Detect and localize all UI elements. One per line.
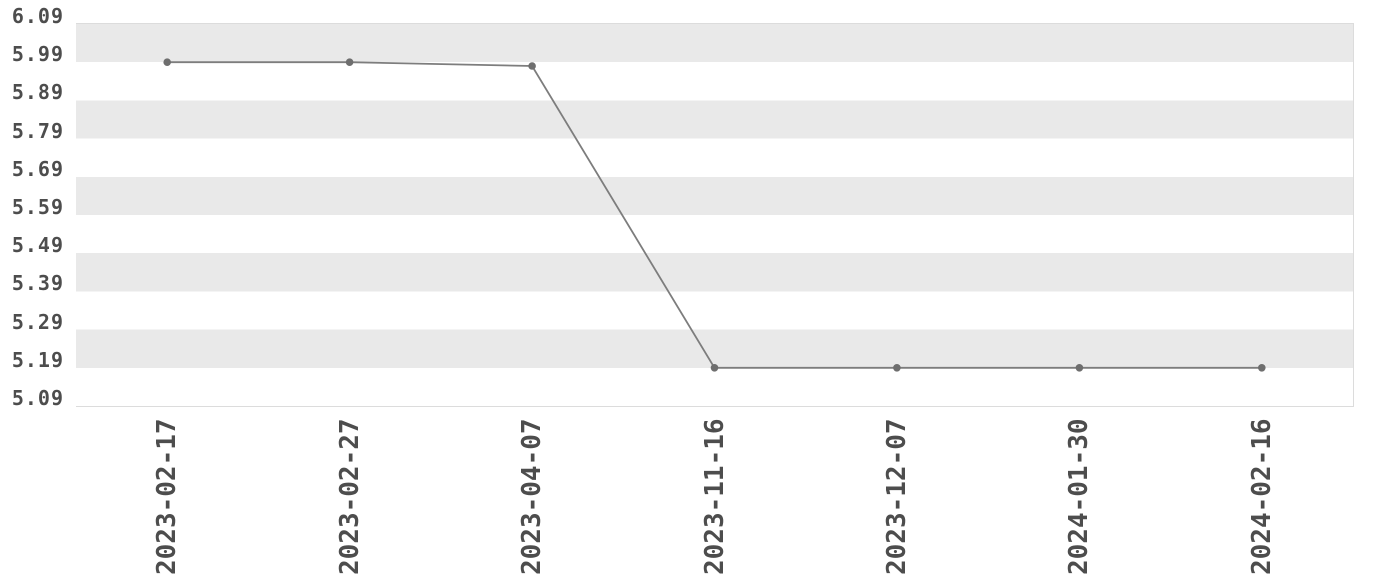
x-axis-tick-label: 2023-04-07 [517, 418, 548, 575]
y-axis-tick-label: 5.39 [11, 271, 64, 296]
y-axis-tick-label: 5.99 [11, 42, 64, 67]
data-point-marker [528, 62, 536, 70]
x-axis-tick-label: 2023-02-27 [334, 418, 365, 575]
data-point-marker [345, 58, 354, 66]
y-axis-tick-label: 5.89 [11, 80, 64, 105]
data-point-marker [893, 364, 901, 372]
y-axis-tick-label: 5.09 [11, 386, 64, 410]
data-point-marker [163, 58, 171, 66]
y-axis-tick-label: 6.09 [11, 4, 64, 28]
x-axis-tick-label: 2023-02-17 [152, 418, 183, 575]
y-axis-tick-label: 5.69 [11, 156, 64, 181]
plot-area [76, 23, 1354, 407]
y-axis-tick-label: 5.79 [11, 118, 64, 143]
data-point-marker [710, 364, 719, 372]
x-axis-tick-label: 2023-12-07 [881, 418, 912, 575]
x-axis-tick-label: 2024-01-30 [1064, 418, 1095, 575]
x-axis-tick-label: 2024-02-16 [1246, 418, 1277, 575]
x-axis: 2023-02-17 2023-02-27 2023-04-07 2023-11-16… [0, 405, 1380, 580]
y-axis-tick-label: 5.19 [11, 347, 64, 372]
y-axis-tick-label: 5.29 [11, 309, 64, 334]
y-axis: 6.09 5.99 5.89 5.79 5.69 5.59 5.49 5.39 5.29 5.19… [0, 0, 70, 420]
data-point-marker [1258, 364, 1266, 372]
x-axis-tick-label: 2023-11-16 [699, 418, 730, 575]
line-series-svg [163, 58, 1266, 372]
y-axis-tick-label: 5.49 [11, 233, 64, 258]
y-axis-tick-label: 5.59 [11, 195, 64, 219]
data-line [167, 61, 1262, 369]
data-point-marker [1075, 364, 1084, 372]
